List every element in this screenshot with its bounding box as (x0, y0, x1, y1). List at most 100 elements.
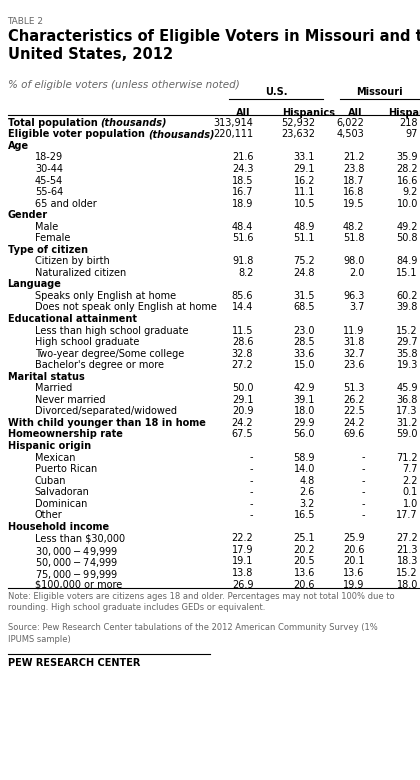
Text: -: - (250, 488, 253, 497)
Text: 32.8: 32.8 (232, 349, 253, 359)
Text: 49.2: 49.2 (396, 222, 418, 232)
Text: 3.2: 3.2 (299, 498, 315, 509)
Text: 68.5: 68.5 (294, 303, 315, 313)
Text: Hispanic origin: Hispanic origin (8, 441, 91, 451)
Text: 35.8: 35.8 (396, 349, 418, 359)
Text: 13.6: 13.6 (343, 568, 365, 578)
Text: PEW RESEARCH CENTER: PEW RESEARCH CENTER (8, 658, 140, 668)
Text: 51.1: 51.1 (294, 233, 315, 243)
Text: Naturalized citizen: Naturalized citizen (35, 268, 126, 278)
Text: 31.8: 31.8 (343, 337, 365, 347)
Text: 29.1: 29.1 (294, 164, 315, 174)
Text: 11.9: 11.9 (343, 325, 365, 335)
Text: 48.2: 48.2 (343, 222, 365, 232)
Text: Married: Married (35, 383, 72, 393)
Text: 97: 97 (406, 129, 418, 140)
Text: Household income: Household income (8, 522, 109, 532)
Text: 52,932: 52,932 (281, 118, 315, 128)
Text: 84.9: 84.9 (396, 257, 418, 266)
Text: 26.9: 26.9 (232, 580, 253, 590)
Text: 39.1: 39.1 (294, 395, 315, 405)
Text: 22.5: 22.5 (343, 406, 365, 417)
Text: 21.2: 21.2 (343, 152, 365, 162)
Text: 1.0: 1.0 (403, 498, 418, 509)
Text: 26.2: 26.2 (343, 395, 365, 405)
Text: Hispanics: Hispanics (282, 108, 335, 118)
Text: Divorced/separated/widowed: Divorced/separated/widowed (35, 406, 177, 417)
Text: 59.0: 59.0 (396, 430, 418, 439)
Text: 313,914: 313,914 (213, 118, 253, 128)
Text: 22.2: 22.2 (231, 534, 253, 544)
Text: 10.0: 10.0 (396, 199, 418, 208)
Text: Never married: Never married (35, 395, 105, 405)
Text: High school graduate: High school graduate (35, 337, 139, 347)
Text: 16.7: 16.7 (232, 187, 253, 197)
Text: 17.7: 17.7 (396, 510, 418, 520)
Text: 50.0: 50.0 (232, 383, 253, 393)
Text: Total population: Total population (8, 118, 101, 128)
Text: -: - (361, 510, 365, 520)
Text: 42.9: 42.9 (294, 383, 315, 393)
Text: 11.1: 11.1 (294, 187, 315, 197)
Text: 56.0: 56.0 (294, 430, 315, 439)
Text: 3.7: 3.7 (349, 303, 365, 313)
Text: 8.2: 8.2 (238, 268, 253, 278)
Text: 20.2: 20.2 (294, 545, 315, 555)
Text: 16.8: 16.8 (343, 187, 365, 197)
Text: 4.8: 4.8 (300, 476, 315, 486)
Text: 23.0: 23.0 (294, 325, 315, 335)
Text: 19.9: 19.9 (343, 580, 365, 590)
Text: 51.6: 51.6 (232, 233, 253, 243)
Text: 15.1: 15.1 (396, 268, 418, 278)
Text: 20.1: 20.1 (343, 556, 365, 566)
Text: $30,000-$49,999: $30,000-$49,999 (35, 545, 118, 558)
Text: 45-54: 45-54 (35, 176, 63, 186)
Text: Note: Eligible voters are citizens ages 18 and older. Percentages may not total : Note: Eligible voters are citizens ages … (8, 591, 394, 612)
Text: 15.0: 15.0 (294, 360, 315, 370)
Text: -: - (250, 498, 253, 509)
Text: $75,000-$99,999: $75,000-$99,999 (35, 568, 118, 581)
Text: All: All (236, 108, 251, 118)
Text: 14.4: 14.4 (232, 303, 253, 313)
Text: Type of citizen: Type of citizen (8, 245, 87, 255)
Text: 23.6: 23.6 (343, 360, 365, 370)
Text: Bachelor's degree or more: Bachelor's degree or more (35, 360, 164, 370)
Text: 2.6: 2.6 (299, 488, 315, 497)
Text: Mexican: Mexican (35, 452, 75, 463)
Text: Marital status: Marital status (8, 372, 84, 381)
Text: 17.9: 17.9 (232, 545, 253, 555)
Text: 17.3: 17.3 (396, 406, 418, 417)
Text: Gender: Gender (8, 210, 48, 220)
Text: (thousands): (thousands) (148, 129, 214, 140)
Text: 6,022: 6,022 (337, 118, 365, 128)
Text: Educational attainment: Educational attainment (8, 314, 136, 324)
Text: -: - (361, 452, 365, 463)
Text: Source: Pew Research Center tabulations of the 2012 American Community Survey (1: Source: Pew Research Center tabulations … (8, 622, 377, 644)
Text: % of eligible voters (unless otherwise noted): % of eligible voters (unless otherwise n… (8, 80, 239, 90)
Text: -: - (361, 464, 365, 474)
Text: 36.8: 36.8 (396, 395, 418, 405)
Text: 29.7: 29.7 (396, 337, 418, 347)
Text: 18.7: 18.7 (343, 176, 365, 186)
Text: Salvadoran: Salvadoran (35, 488, 90, 497)
Text: Age: Age (8, 141, 29, 151)
Text: 2.0: 2.0 (349, 268, 365, 278)
Text: 15.2: 15.2 (396, 568, 418, 578)
Text: 31.2: 31.2 (396, 418, 418, 428)
Text: 19.5: 19.5 (343, 199, 365, 208)
Text: (thousands): (thousands) (101, 118, 167, 128)
Text: 23,632: 23,632 (281, 129, 315, 140)
Text: 71.2: 71.2 (396, 452, 418, 463)
Text: -: - (250, 510, 253, 520)
Text: 27.2: 27.2 (231, 360, 253, 370)
Text: $50,000-$74,999: $50,000-$74,999 (35, 556, 118, 569)
Text: Missouri: Missouri (356, 87, 403, 97)
Text: -: - (250, 452, 253, 463)
Text: 69.6: 69.6 (343, 430, 365, 439)
Text: 25.1: 25.1 (294, 534, 315, 544)
Text: 98.0: 98.0 (343, 257, 365, 266)
Text: -: - (361, 488, 365, 497)
Text: 51.8: 51.8 (343, 233, 365, 243)
Text: 2.2: 2.2 (402, 476, 418, 486)
Text: 11.5: 11.5 (232, 325, 253, 335)
